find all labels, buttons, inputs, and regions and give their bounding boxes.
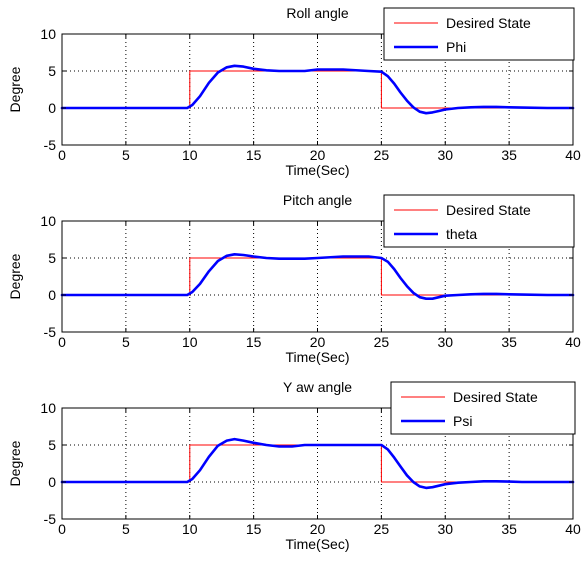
x-tick-label: 25 [374,521,390,537]
y-tick-label: 5 [48,250,56,266]
legend: Desired State Psi [390,381,576,435]
y-tick-label: -5 [44,137,57,153]
x-tick-label: 40 [565,334,581,350]
x-tick-label: 40 [565,147,581,163]
x-axis-label: Time(Sec) [285,162,349,178]
y-axis-label: Degree [7,66,23,112]
x-tick-label: 35 [501,521,517,537]
y-tick-label: 0 [48,474,56,490]
chart-title: Y aw angle [283,379,352,395]
x-tick-label: 30 [437,334,453,350]
x-tick-label: 20 [310,334,326,350]
series-line-psi [60,437,575,490]
y-tick-label: 5 [48,63,56,79]
y-tick-label: -5 [44,511,57,527]
x-tick-label: 5 [122,147,130,163]
y-axis-label: Degree [7,440,23,486]
x-tick-label: 35 [501,334,517,350]
x-tick-label: 5 [122,334,130,350]
x-tick-label: 0 [58,521,66,537]
chart-title: Pitch angle [283,192,352,208]
y-tick-label: 10 [40,213,56,229]
legend: Desired State Phi [383,7,575,61]
y-tick-label: 5 [48,437,56,453]
legend-label: Desired State [446,15,531,31]
x-tick-label: 15 [246,334,262,350]
y-axis-label: Degree [7,253,23,299]
x-axis-label: Time(Sec) [285,536,349,552]
x-tick-label: 20 [310,521,326,537]
y-tick-label: 0 [48,100,56,116]
x-axis-label: Time(Sec) [285,349,349,365]
legend-box [383,194,575,248]
x-tick-label: 10 [182,521,198,537]
y-tick-label: 10 [40,26,56,42]
legend-label: Desired State [446,202,531,218]
x-tick-label: 5 [122,521,130,537]
x-tick-label: 35 [501,147,517,163]
x-tick-label: 10 [182,334,198,350]
x-tick-label: 25 [374,147,390,163]
series-line-phi [60,64,575,115]
legend-label: Desired State [453,389,538,405]
legend-label: Psi [453,413,472,429]
x-tick-label: 0 [58,334,66,350]
series-line-theta [60,253,575,301]
x-tick-label: 20 [310,147,326,163]
x-tick-label: 40 [565,521,581,537]
chart-title: Roll angle [286,5,348,21]
legend-box [383,7,575,61]
legend-label: theta [446,226,477,242]
x-tick-label: 0 [58,147,66,163]
y-tick-label: 10 [40,400,56,416]
legend-box [390,381,576,435]
x-tick-label: 15 [246,147,262,163]
x-tick-label: 15 [246,521,262,537]
legend-label: Phi [446,39,466,55]
y-tick-label: 0 [48,287,56,303]
x-tick-label: 10 [182,147,198,163]
y-tick-label: -5 [44,324,57,340]
x-tick-label: 30 [437,521,453,537]
x-tick-label: 30 [437,147,453,163]
legend: Desired State theta [383,194,575,248]
x-tick-label: 25 [374,334,390,350]
